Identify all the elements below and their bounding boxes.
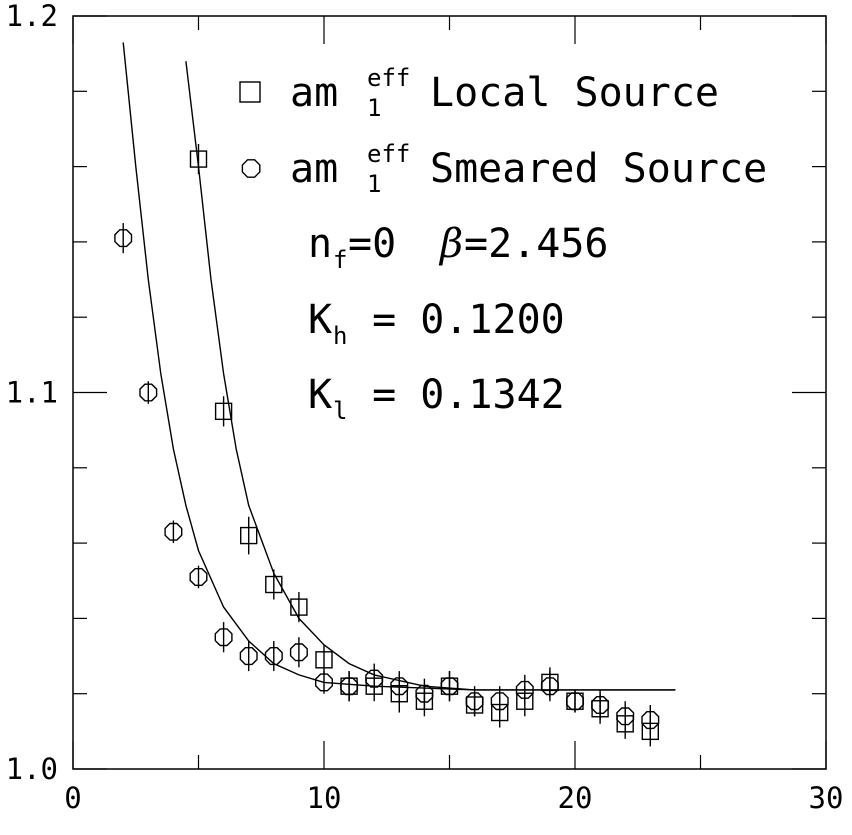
kh-sub: h — [333, 322, 347, 350]
legend-smeared-sup: eff — [367, 140, 410, 168]
legend-local-text: Local Source — [430, 70, 719, 116]
y-tick-label: 1.0 — [6, 752, 58, 786]
nf-sub: f — [333, 246, 347, 274]
kl-base: K — [308, 372, 332, 418]
data-point-octagon — [340, 677, 359, 696]
data-point-square — [189, 150, 208, 168]
x-tick-label: 20 — [558, 781, 593, 815]
data-point-octagon — [139, 383, 158, 402]
data-point-square — [315, 651, 333, 669]
data-point-octagon — [114, 229, 133, 248]
annotation-kl: K l = 0.1342 — [308, 372, 565, 425]
kh-base: K — [308, 297, 332, 343]
kl-sub: l — [333, 397, 347, 425]
y-tick-label: 1.2 — [6, 0, 58, 33]
data-point-octagon — [465, 692, 484, 711]
axis-ticks — [72, 15, 827, 770]
beta-value: =2.456 — [464, 221, 609, 267]
data-point-octagon — [365, 669, 384, 688]
legend-local-sup: eff — [367, 64, 410, 92]
legend-smeared-sub: 1 — [367, 170, 381, 198]
data-points — [114, 144, 660, 747]
x-tick-label: 10 — [307, 781, 342, 815]
legend-local-base: am — [290, 70, 338, 116]
annotation-nf-beta: n f =0 β =2.456 — [308, 221, 609, 274]
kh-rest: = 0.1200 — [348, 297, 565, 343]
data-point-octagon — [264, 647, 283, 666]
data-point-square — [265, 575, 283, 594]
data-point-octagon — [189, 568, 208, 586]
legend-smeared-text: Smeared Source — [430, 146, 767, 192]
data-point-square — [290, 598, 308, 616]
data-point-octagon — [164, 522, 183, 541]
y-tick-label: 1.1 — [6, 376, 58, 410]
x-tick-label: 30 — [809, 781, 844, 815]
data-point-octagon — [490, 692, 509, 711]
data-point-square — [214, 402, 233, 421]
beta-symbol: β — [438, 221, 463, 267]
annotation-kh: K h = 0.1200 — [308, 297, 565, 350]
legend-square-marker — [239, 81, 261, 103]
data-point-octagon — [440, 677, 459, 696]
data-point-octagon — [540, 677, 559, 696]
data-point-octagon — [641, 711, 660, 730]
legend-local-sub: 1 — [367, 94, 381, 122]
tick-labels: 0 10 20 30 1.0 1.1 1.2 — [6, 0, 844, 815]
data-point-octagon — [289, 643, 308, 662]
data-point-octagon — [566, 692, 584, 711]
data-point-octagon — [390, 677, 409, 696]
legend-octagon-marker — [241, 159, 261, 178]
x-tick-label: 0 — [64, 781, 81, 815]
legend: am eff 1 Local Source am eff 1 Smeared S… — [239, 64, 767, 198]
legend-smeared-base: am — [290, 146, 338, 192]
data-point-octagon — [214, 628, 233, 647]
kl-rest: = 0.1342 — [348, 372, 565, 418]
data-point-octagon — [616, 707, 635, 726]
data-point-octagon — [239, 647, 258, 666]
data-point-octagon — [591, 696, 610, 714]
nf-rest: =0 — [348, 221, 396, 267]
data-point-octagon — [315, 673, 333, 692]
nf-base: n — [308, 221, 332, 267]
data-point-octagon — [415, 684, 434, 703]
data-point-square — [239, 526, 258, 545]
data-point-octagon — [515, 680, 534, 699]
